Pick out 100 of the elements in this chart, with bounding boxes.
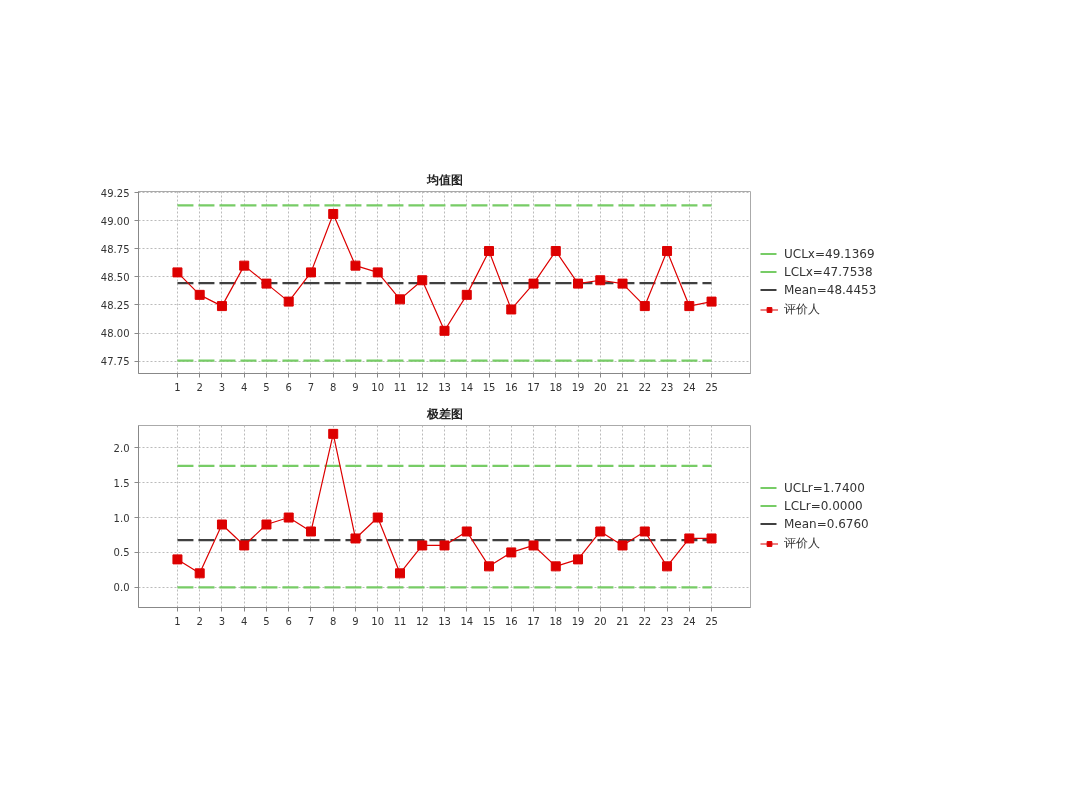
point [573,278,584,289]
x-tick-label: 7 [307,615,315,627]
x-tick-label: 5 [263,381,270,393]
legend-label: Mean=48.4453 [784,282,877,297]
y-tick-label: 0.5 [113,547,130,559]
point [617,278,628,289]
point [328,428,339,439]
x-tick-label: 21 [616,381,629,393]
point [305,267,316,278]
point [662,561,673,572]
point [506,304,517,315]
legend-label: 评价人 [784,534,820,552]
point [639,526,650,537]
point [684,533,695,544]
x-tick-label: 15 [482,381,496,393]
legend-label: 评价人 [784,300,820,318]
x-tick-label: 9 [352,615,359,627]
x-tick-label: 14 [460,615,474,627]
legend-label: LCLx=47.7538 [784,264,873,279]
x-tick-label: 24 [682,615,696,627]
x-tick-label: 7 [307,381,315,393]
x-tick-label: 1 [174,381,181,393]
x-tick-label: 11 [393,381,407,393]
y-tick-label: 49.00 [100,215,130,227]
x-tick-label: 4 [241,615,248,627]
x-tick-label: 8 [330,381,337,393]
y-tick-label: 47.75 [100,356,130,368]
y-tick-label: 1.5 [113,477,130,489]
point [350,533,361,544]
point [706,533,717,544]
point [506,547,517,558]
x-tick-label: 17 [527,381,540,393]
x-tick-label: 1 [174,615,181,627]
point [573,554,584,565]
x-tick-label: 3 [218,381,226,393]
x-tick-label: 17 [527,615,540,627]
point [639,301,650,312]
x-tick-label: 21 [616,615,629,627]
x-tick-label: 15 [482,615,496,627]
x-tick-label: 18 [549,381,563,393]
x-tick-label: 12 [415,381,429,393]
x-tick-label: 22 [638,381,652,393]
x-tick-label: 19 [571,381,585,393]
point [461,526,472,537]
y-tick-label: 2.0 [113,442,130,454]
point [328,208,339,219]
legend-label: UCLx=49.1369 [784,246,875,261]
x-tick-label: 11 [393,615,407,627]
x-tick-label: 13 [438,381,451,393]
x-tick-label: 20 [593,615,607,627]
point [239,260,250,271]
point [528,540,539,551]
x-tick-label: 4 [241,381,248,393]
point [350,260,361,271]
point [617,540,628,551]
point [417,275,428,286]
y-tick-label: 1.0 [113,512,130,524]
x-tick-label: 8 [330,615,337,627]
x-tick-label: 20 [593,381,607,393]
x-tick-label: 25 [705,381,718,393]
point [528,278,539,289]
x-tick-label: 12 [415,615,429,627]
point [172,267,183,278]
point [194,568,205,579]
y-tick-label: 48.50 [100,271,130,283]
point [550,246,561,257]
point [372,512,383,523]
point [484,246,495,257]
x-tick-label: 16 [504,381,518,393]
x-tick-label: 19 [571,615,585,627]
x-tick-label: 3 [218,615,226,627]
point [684,301,695,312]
x-tick-label: 5 [263,615,270,627]
y-tick-label: 49.25 [100,187,130,199]
point [394,294,405,305]
x-tick-label: 24 [682,381,696,393]
point [194,289,205,300]
point [216,519,227,530]
x-tick-label: 16 [504,615,518,627]
point [261,278,272,289]
legend-label: LCLr=0.0000 [784,498,863,513]
x-tick-label: 23 [660,381,674,393]
point [283,296,294,307]
y-tick-label: 48.25 [100,299,130,311]
point [283,512,294,523]
y-tick-label: 48.00 [100,328,130,340]
x-tick-label: 13 [438,615,451,627]
point [439,540,450,551]
chart-title: 均值图 [425,172,463,187]
point [394,568,405,579]
x-tick-label: 22 [638,615,652,627]
x-tick-label: 18 [549,615,563,627]
point [595,526,606,537]
point [172,554,183,565]
x-tick-label: 25 [705,615,718,627]
point [239,540,250,551]
point [484,561,495,572]
legend-label: UCLr=1.7400 [784,480,865,495]
point [261,519,272,530]
point [417,540,428,551]
